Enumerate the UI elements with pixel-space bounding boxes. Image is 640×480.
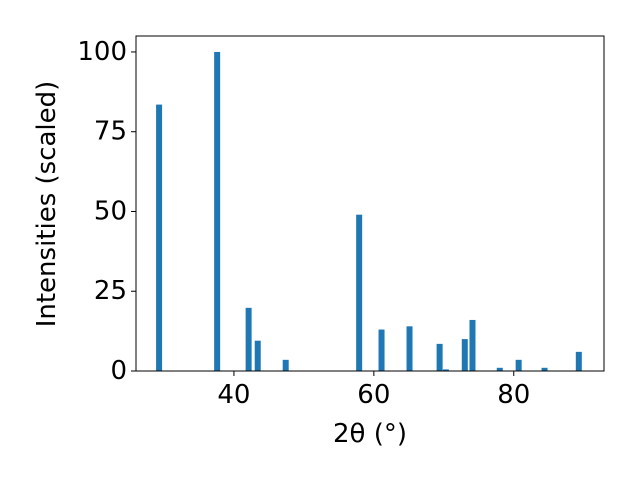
x-axis-label: 2θ (°) [333,419,407,449]
bar [214,51,221,371]
y-tick-label: 75 [94,117,127,147]
bar [575,351,582,371]
x-tick-label: 40 [217,380,250,410]
y-tick-label: 100 [77,37,127,67]
bar [282,359,289,371]
x-tick-label: 60 [357,380,390,410]
bar [156,104,163,371]
y-axis-label: Intensities (scaled) [32,81,62,328]
y-tick-label: 0 [110,356,127,386]
bar [356,214,363,371]
x-tick-label: 80 [497,380,530,410]
bar [378,329,385,371]
bar [254,340,261,371]
bar [442,369,449,371]
bar [469,319,476,371]
y-tick-label: 50 [94,196,127,226]
bar [406,326,413,371]
plot-frame [135,35,605,372]
bar [541,367,548,371]
bar [515,359,522,371]
bar [496,367,503,371]
bar [245,307,252,371]
bar [461,339,468,371]
y-tick-label: 25 [94,276,127,306]
bar [436,343,443,371]
